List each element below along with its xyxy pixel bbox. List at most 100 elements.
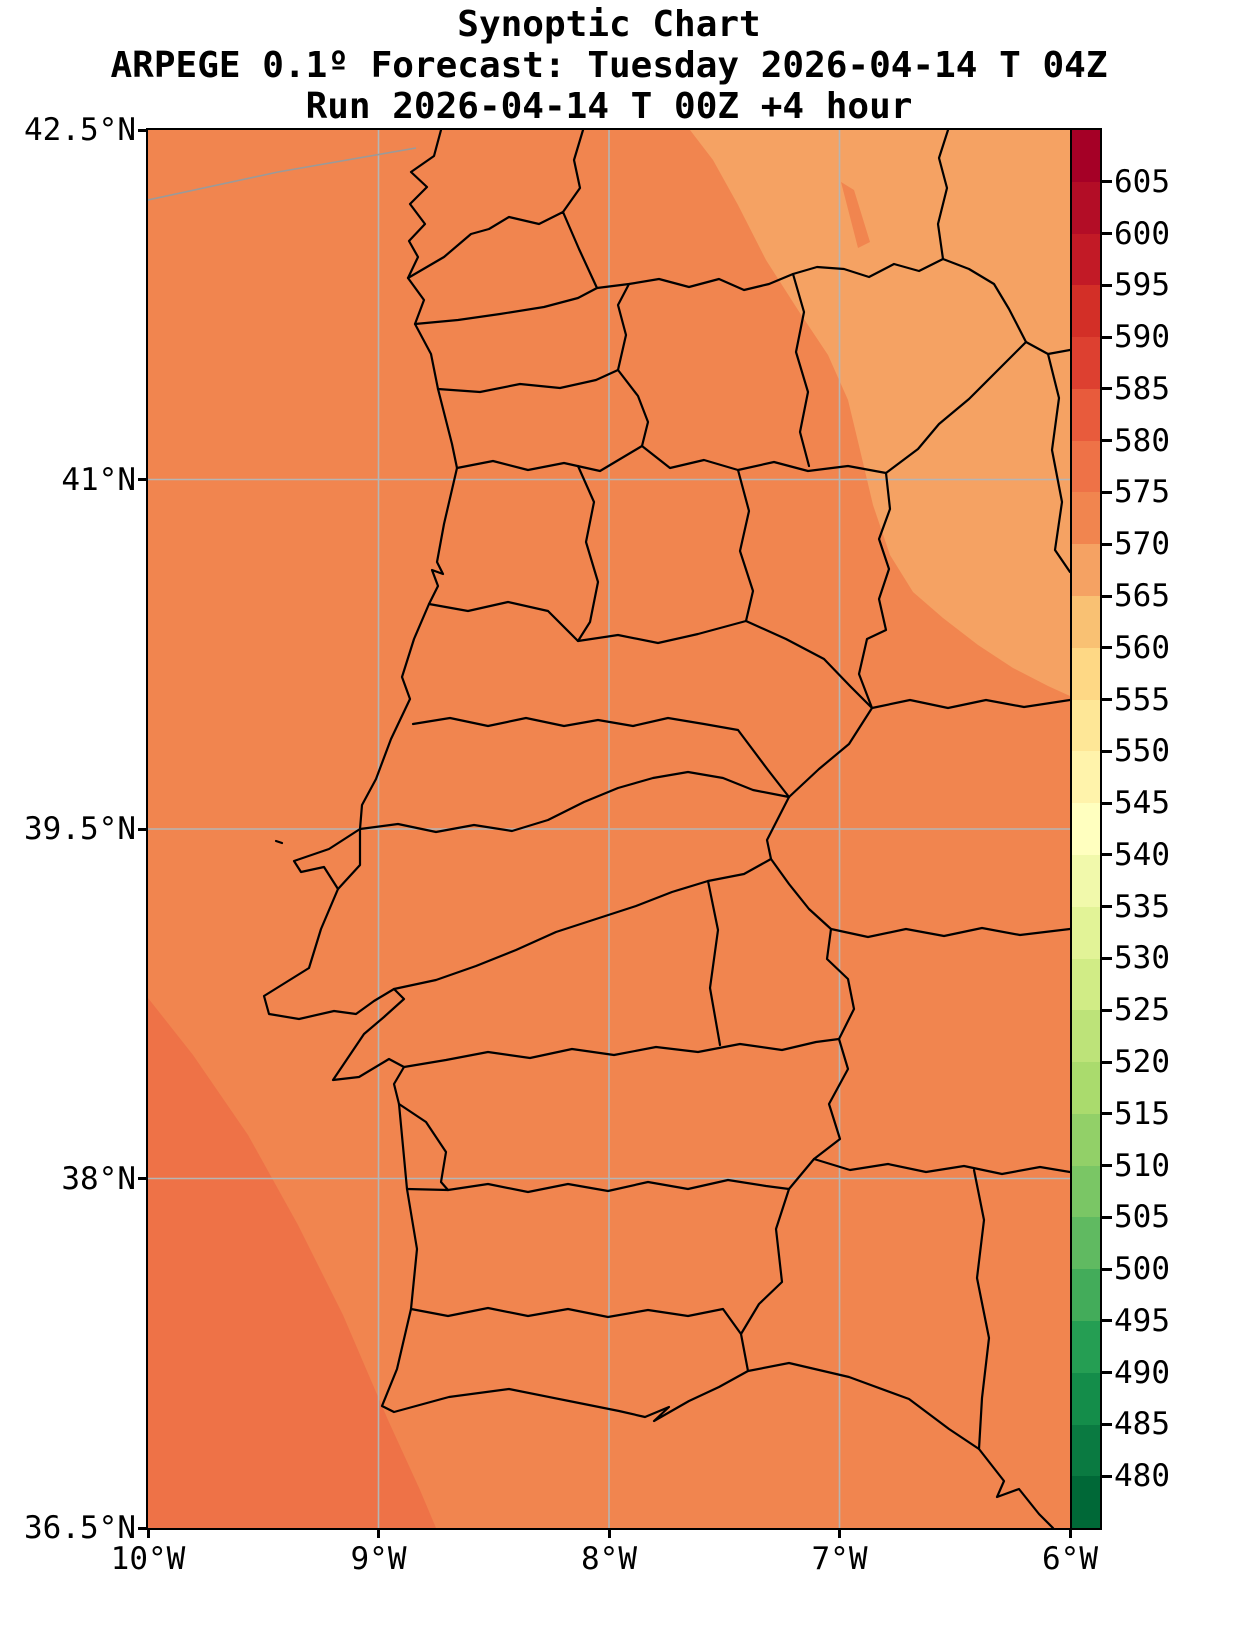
colorbar-segment	[1072, 337, 1100, 389]
x-axis-tick-label: 7°W	[811, 1541, 868, 1577]
colorbar-segment	[1072, 1320, 1100, 1373]
colorbar-segment	[1072, 388, 1100, 441]
x-axis-tick-mark	[607, 1528, 611, 1538]
colorbar-segment	[1072, 1217, 1100, 1270]
colorbar-tick-mark	[1102, 594, 1112, 598]
province-boundary	[561, 130, 585, 214]
district-boundary	[336, 827, 362, 891]
colorbar-tick-label: 580	[1114, 422, 1170, 459]
chart-title: Synoptic Chart	[457, 4, 761, 45]
y-axis-tick-mark	[138, 1526, 148, 1530]
province-boundary	[972, 1168, 991, 1451]
colorbar-segment	[1072, 1269, 1100, 1321]
colorbar-segment	[1072, 647, 1100, 700]
x-axis-tick-mark	[838, 1528, 841, 1538]
colorbar-tick-label: 490	[1114, 1354, 1170, 1391]
colorbar-tick-mark	[1102, 749, 1112, 753]
gray-coastline-fragment	[148, 147, 417, 201]
colorbar-tick-mark	[1102, 1164, 1112, 1168]
colorbar-tick-label: 595	[1114, 267, 1170, 304]
colorbar-tick-mark	[1102, 956, 1112, 960]
colorbar-tick-mark	[1102, 801, 1112, 805]
colorbar-tick-mark	[1102, 490, 1112, 494]
chart-run-line: Run 2026-04-14 T 00Z +4 hour	[305, 86, 913, 127]
y-axis-tick-label: 39.5°N	[24, 811, 136, 847]
district-boundary	[706, 879, 722, 1047]
district-boundary	[455, 444, 888, 475]
colorbar-segment	[1072, 958, 1100, 1011]
colorbar-tick-label: 585	[1114, 370, 1170, 407]
district-boundary	[413, 286, 599, 326]
colorbar-tick-mark	[1102, 1215, 1112, 1219]
colorbar-tick-label: 605	[1114, 163, 1170, 200]
contour-band-575-580	[148, 998, 436, 1528]
province-boundary	[829, 926, 1070, 939]
admin-boundaries	[262, 130, 1070, 1528]
district-boundary	[736, 468, 755, 623]
colorbar-segment	[1072, 1372, 1100, 1425]
colorbar-tick-mark	[1102, 1060, 1112, 1064]
colorbar-segment	[1072, 285, 1100, 338]
colorbar-tick-mark	[1102, 646, 1112, 650]
colorbar-segment	[1072, 803, 1100, 855]
x-axis-tick-label: 10°W	[110, 1541, 186, 1577]
colorbar-tick-label: 575	[1114, 474, 1170, 511]
colorbar-tick-label: 540	[1114, 836, 1170, 873]
chart-header: Synoptic Chart ARPEGE 0.1º Forecast: Tue…	[111, 4, 1108, 127]
colorbar-tick-label: 570	[1114, 526, 1170, 563]
map-canvas	[148, 130, 1070, 1528]
colorbar-tick-label: 530	[1114, 940, 1170, 977]
colorbar-segment	[1072, 596, 1100, 648]
y-axis-tick-mark	[138, 128, 148, 132]
colorbar-tick-mark	[1102, 283, 1112, 287]
y-axis-tick-mark	[138, 1177, 148, 1180]
district-boundary	[402, 1037, 841, 1069]
district-boundary	[791, 272, 811, 468]
colorbar-tick-label: 520	[1114, 1044, 1170, 1080]
colorbar-tick-mark	[1102, 1112, 1112, 1116]
district-boundary	[576, 464, 600, 643]
colorbar-tick-mark	[1102, 439, 1112, 443]
colorbar-tick-mark	[1102, 853, 1112, 857]
graticule	[148, 130, 1070, 1528]
colorbar-tick-mark	[1102, 1319, 1112, 1323]
colorbar-tick-mark	[1102, 1008, 1112, 1012]
colorbar-tick-mark	[1102, 1474, 1112, 1478]
y-axis-tick-label: 42.5°N	[24, 112, 136, 148]
district-boundary	[409, 1306, 743, 1336]
province-boundary	[936, 130, 950, 261]
x-axis-tick-mark	[146, 1528, 150, 1538]
colorbar-tick-mark	[1102, 232, 1112, 236]
coastline	[262, 130, 1055, 1528]
colorbar-tick-mark	[1102, 335, 1112, 339]
y-axis-tick-mark	[138, 827, 148, 831]
colorbar-tick-label: 485	[1114, 1406, 1170, 1443]
colorbar-tick-mark	[1102, 180, 1112, 184]
colorbar-segment	[1072, 1113, 1100, 1166]
y-axis-tick-label: 41°N	[61, 461, 136, 498]
colorbar-tick-label: 495	[1114, 1302, 1170, 1339]
colorbar-segment	[1072, 699, 1100, 752]
colorbar-segment	[1072, 1010, 1100, 1063]
colorbar-tick-label: 535	[1114, 888, 1170, 925]
colorbar-segment	[1072, 440, 1100, 493]
colorbar-segment	[1072, 181, 1100, 234]
x-axis-tick-label: 9°W	[350, 1541, 407, 1577]
colorbar	[1070, 128, 1102, 1530]
colorbar-segment	[1072, 1476, 1100, 1529]
colorbar-tick-label: 600	[1114, 215, 1170, 252]
x-axis-tick-label: 6°W	[1042, 1541, 1098, 1577]
district-boundary	[427, 600, 748, 645]
colorbar-tick-label: 480	[1114, 1458, 1170, 1495]
y-axis-tick-label: 36.5°N	[24, 1510, 136, 1546]
colorbar-segment	[1072, 854, 1100, 907]
district-boundary	[358, 770, 791, 834]
colorbar-tick-label: 505	[1114, 1199, 1170, 1236]
colorbar-tick-mark	[1102, 905, 1112, 909]
district-boundary	[616, 282, 631, 372]
y-axis-tick-mark	[138, 478, 148, 481]
colorbar-tick-label: 545	[1114, 785, 1170, 822]
colorbar-tick-label: 550	[1114, 733, 1170, 770]
colorbar-tick-mark	[1102, 1422, 1112, 1426]
